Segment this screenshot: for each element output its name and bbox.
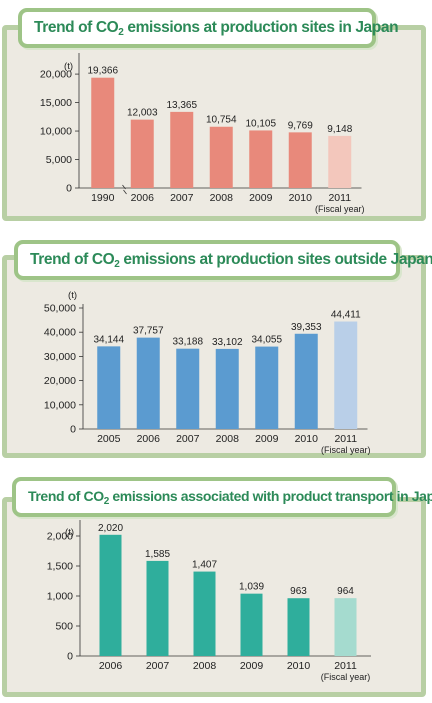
bar-chart-japan-sites: (t) 0 5,000 10,000 15,000 20,000 19,366 1990 12,… (40, 53, 365, 214)
bar-2007 (176, 348, 200, 429)
x-tick-label: 2011 (328, 192, 351, 204)
bar-2011 (334, 598, 357, 656)
data-label: 34,055 (251, 335, 282, 346)
bar-chart-transport: (t) 0 500 1,000 1,500 2,000 2,020 2006 1,585 2007… (47, 520, 371, 682)
y-tick-label: 40,000 (44, 327, 76, 339)
x-tick-label: 2007 (170, 192, 194, 204)
x-tick-label: 2006 (137, 433, 161, 445)
data-label: 44,411 (331, 310, 361, 321)
x-axis-title: (Fiscal year) (321, 445, 371, 455)
x-tick-label: 2008 (193, 660, 217, 672)
bar-chart-outside-japan: (t) 0 10,000 20,000 30,000 40,000 50,000 34,144… (44, 290, 371, 455)
y-tick-label: 1,000 (47, 591, 73, 603)
x-tick-label: 2010 (289, 192, 313, 204)
bar-2010 (287, 598, 310, 656)
x-tick-label: 2008 (216, 433, 240, 445)
x-tick-label: 2010 (287, 660, 311, 672)
bar-2009 (255, 346, 279, 429)
x-axis-title: (Fiscal year) (315, 204, 365, 214)
y-tick-label: 50,000 (44, 303, 76, 315)
axis-break-stroke (122, 184, 126, 190)
bar-2007 (146, 560, 169, 656)
x-tick-label: 2010 (295, 433, 319, 445)
x-tick-label: 2009 (255, 433, 279, 445)
bar-2005 (97, 346, 121, 429)
chart-title-box-japan-sites: Trend of CO2 emissions at production sit… (18, 8, 399, 48)
y-tick-label: 20,000 (44, 375, 76, 387)
bar-2010 (294, 333, 318, 429)
data-label: 2,020 (98, 523, 123, 534)
bar-2006 (136, 337, 160, 429)
chart-title-japan-sites: Trend of CO2 emissions at production sit… (34, 18, 399, 38)
data-label: 39,353 (291, 322, 322, 333)
y-tick-label: 1,500 (47, 561, 73, 573)
x-tick-label: 2007 (176, 433, 200, 445)
bar-2006 (130, 119, 154, 188)
data-label: 1,407 (192, 560, 217, 571)
x-axis-title: (Fiscal year) (321, 672, 371, 682)
chart-panel-outside-japan: (t) 0 10,000 20,000 30,000 40,000 50,000 34,144… (2, 255, 426, 458)
data-label: 12,003 (127, 108, 158, 119)
x-tick-label: 2007 (146, 660, 170, 672)
x-tick-label: 2011 (334, 433, 357, 445)
chart-title-transport: Trend of CO2 emissions associated with p… (28, 487, 432, 507)
data-label: 33,188 (172, 337, 203, 348)
data-label: 9,148 (327, 124, 352, 135)
data-label: 963 (290, 586, 307, 597)
bar-1990 (91, 77, 115, 188)
y-tick-label: 10,000 (44, 399, 76, 411)
bar-2011 (334, 321, 358, 429)
x-tick-label: 2009 (249, 192, 273, 204)
y-axis-unit-label: (t) (64, 61, 73, 72)
y-tick-label: 5,000 (46, 154, 72, 166)
data-label: 964 (337, 586, 354, 597)
y-tick-label: 0 (70, 424, 76, 436)
data-label: 1,585 (145, 549, 170, 560)
axis-break-marker (122, 184, 127, 195)
y-tick-label: 30,000 (44, 351, 76, 363)
data-label: 33,102 (212, 337, 243, 348)
x-tick-label: 2006 (99, 660, 123, 672)
x-tick-label: 2006 (131, 192, 155, 204)
x-tick-label: 2005 (97, 433, 121, 445)
bar-2011 (328, 135, 352, 188)
bar-2007 (170, 111, 194, 188)
data-label: 13,365 (166, 100, 197, 111)
data-label: 1,039 (239, 582, 264, 593)
y-tick-label: 0 (67, 651, 73, 663)
bar-2009 (240, 593, 263, 656)
y-tick-label: 15,000 (40, 97, 72, 109)
bar-2009 (249, 130, 273, 188)
x-tick-label: 2009 (240, 660, 264, 672)
chart-title-box-outside-japan: Trend of CO2 emissions at production sit… (14, 240, 432, 280)
bar-2008 (193, 571, 216, 656)
y-tick-label: 500 (55, 621, 73, 633)
data-label: 10,754 (206, 115, 237, 126)
chart-panel-japan-sites: (t) 0 5,000 10,000 15,000 20,000 19,366 1990 12,… (2, 25, 426, 221)
bar-2008 (215, 348, 239, 429)
chart-panel-transport: (t) 0 500 1,000 1,500 2,000 2,020 2006 1,585 2007… (2, 497, 426, 697)
y-tick-label: 20,000 (40, 69, 72, 81)
y-axis-unit-label: (t) (68, 290, 77, 301)
bar-2010 (288, 132, 312, 188)
x-tick-label: 2008 (210, 192, 234, 204)
data-label: 37,757 (133, 326, 164, 337)
chart-title-outside-japan: Trend of CO2 emissions at production sit… (30, 250, 432, 270)
y-axis-unit-label: (t) (65, 527, 74, 538)
data-label: 10,105 (245, 118, 276, 129)
x-tick-label: 1990 (91, 192, 115, 204)
bar-2008 (209, 126, 233, 188)
y-tick-label: 0 (66, 183, 72, 195)
data-label: 9,769 (288, 120, 313, 131)
bar-2006 (99, 534, 122, 656)
x-tick-label: 2011 (334, 660, 357, 672)
axis-break-stroke (123, 189, 127, 195)
data-label: 19,366 (87, 66, 118, 77)
y-tick-label: 10,000 (40, 126, 72, 138)
chart-title-box-transport: Trend of CO2 emissions associated with p… (12, 477, 432, 517)
y-tick-label: 2,000 (47, 531, 73, 543)
data-label: 34,144 (93, 334, 124, 345)
